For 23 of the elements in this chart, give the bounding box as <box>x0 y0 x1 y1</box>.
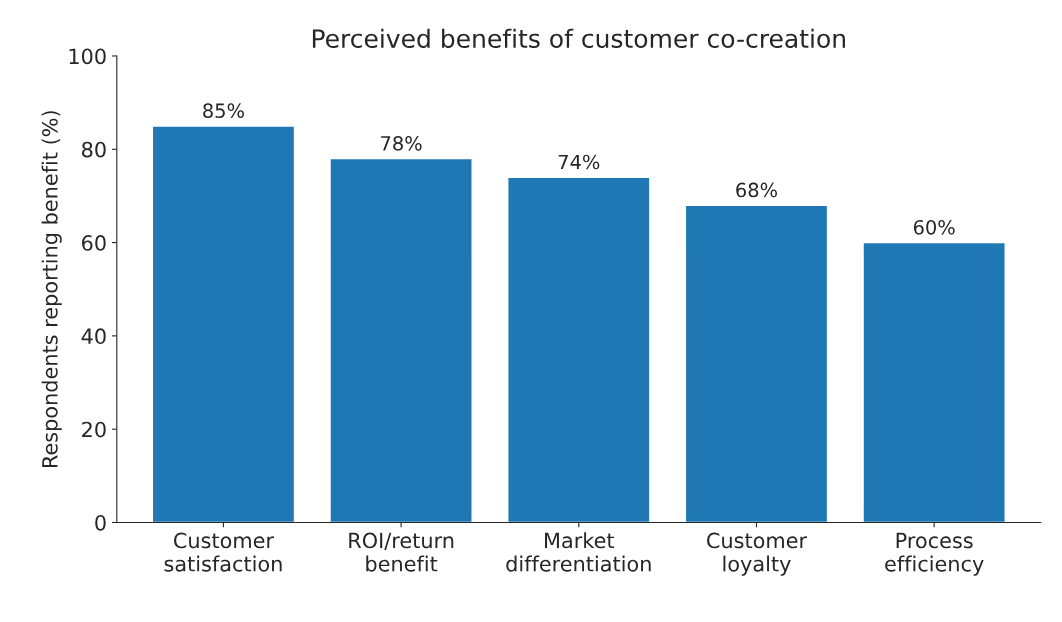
data-label: 60% <box>913 219 955 235</box>
data-label: 78% <box>381 135 422 151</box>
data-label: 85% <box>203 103 244 119</box>
y-tick-label: 0 <box>95 514 106 531</box>
x-tick-label: Process efficiency <box>885 532 984 576</box>
y-tick-label: 60 <box>82 235 106 251</box>
x-tick-label: Customer loyalty <box>707 532 808 576</box>
y-tick-label: 100 <box>69 48 106 65</box>
bar <box>329 157 473 523</box>
bar <box>862 241 1006 523</box>
x-tick-label: ROI/return benefit <box>349 532 454 572</box>
bar <box>684 204 829 523</box>
data-label: 74% <box>558 154 600 170</box>
y-tick-label: 40 <box>81 328 106 345</box>
bar <box>151 125 296 523</box>
bar <box>507 176 651 523</box>
x-tick-label: Customer satisfaction <box>164 532 282 572</box>
y-tick-label: 20 <box>82 421 106 438</box>
y-tick-label: 80 <box>82 141 106 158</box>
x-tick-label: Market differentiation <box>506 532 651 572</box>
y-axis-title: Respondents reporting benefit (%) <box>41 111 62 468</box>
chart-title: Perceived benefits of customer co-creation <box>312 28 845 48</box>
data-label: 68% <box>736 182 778 198</box>
